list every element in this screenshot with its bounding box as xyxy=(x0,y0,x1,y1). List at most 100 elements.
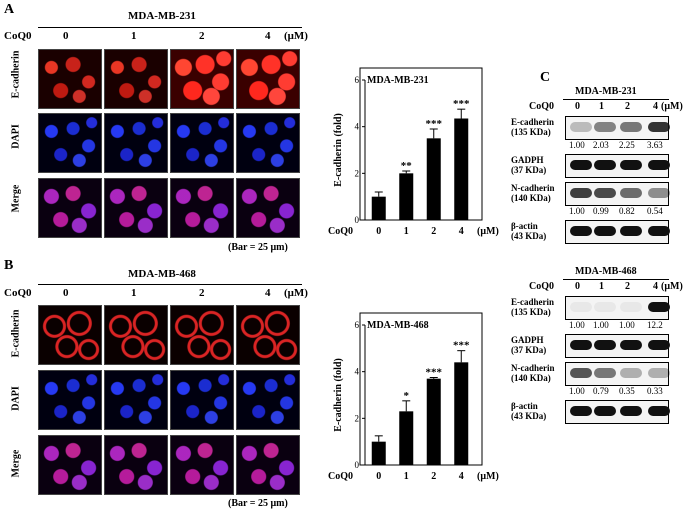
blot-top-band-2-0 xyxy=(570,188,592,198)
blot-top-dose-0: 0 xyxy=(575,101,580,112)
blot-top-cell-line: MDA-MB-231 xyxy=(575,86,637,97)
chart-a-ytick-label-2: 4 xyxy=(355,122,360,132)
panel-a-ecad-4-image xyxy=(236,49,300,109)
chart-a-sig-2: *** xyxy=(426,118,443,130)
blot-top-band-1-0 xyxy=(570,160,592,170)
panel-a-divider xyxy=(38,27,302,28)
panel-a-merge-4-image xyxy=(236,178,300,238)
panel-b-merge-4-image xyxy=(236,435,300,495)
panel-b-unit: (μM) xyxy=(284,287,308,299)
panel-b-divider xyxy=(38,284,302,285)
blot-top-value-0-0: 1.00 xyxy=(569,140,585,150)
blot-bottom-dose-3: 4 xyxy=(653,281,658,292)
panel-a-dapi-2-image xyxy=(170,113,234,173)
blot-bottom-band-3-1 xyxy=(594,406,616,416)
blot-top-band-3-0 xyxy=(570,226,592,236)
blot-bottom-dose-2: 2 xyxy=(625,281,630,292)
panel-a-merge-1-image xyxy=(104,178,168,238)
blot-bottom-strip-2 xyxy=(565,362,670,386)
blot-bottom-cell-line: MDA-MB-468 xyxy=(575,266,637,277)
blot-top-band-0-2 xyxy=(620,122,642,132)
chart-b-title: MDA-MB-468 xyxy=(367,320,429,331)
panel-b-cell-line: MDA-MB-468 xyxy=(128,268,196,280)
blot-top-strip-2 xyxy=(565,182,670,206)
blot-top-row-label-3: β-actin (43 KDa) xyxy=(511,221,567,241)
blot-top: MDA-MB-231 CoQ0 0 1 2 4 (μM) E-cadherin (135 KDa… xyxy=(505,86,685,246)
panel-b-row-merge: Merge xyxy=(10,449,22,478)
chart-b: MDA-MB-468 0 2 4 6 E-cadherin (fold) 0 * 1 *** 2 **… xyxy=(328,312,499,482)
panel-b-ecad-1-image xyxy=(104,305,168,365)
panel-b-dose-2: 2 xyxy=(199,287,205,299)
panel-b-merge-0-image xyxy=(38,435,102,495)
chart-a-bar-1 xyxy=(399,173,414,220)
blot-bottom-value-2-3: 0.33 xyxy=(647,386,663,396)
chart-b-xtick-label-2: 2 xyxy=(431,471,436,482)
chart-a-bar-0 xyxy=(371,196,386,220)
panel-b-dose-0: 0 xyxy=(63,287,69,299)
panel-a-dose-0: 0 xyxy=(63,30,69,42)
blot-top-band-2-2 xyxy=(620,188,642,198)
blot-top-dose-3: 4 xyxy=(653,101,658,112)
blot-bottom-row-name-3: β-actin xyxy=(511,401,538,411)
chart-b-xtick-label-1: 1 xyxy=(404,471,409,482)
blot-top-strip-0 xyxy=(565,116,670,140)
blot-bottom-value-2-0: 1.00 xyxy=(569,386,585,396)
blot-top-row-label-0: E-cadherin (135 KDa) xyxy=(511,117,567,137)
blot-top-band-3-1 xyxy=(594,226,616,236)
chart-a-xunit: (μM) xyxy=(477,226,499,237)
panel-b-row-ecadherin: E-cadherin xyxy=(10,309,22,358)
blot-bottom-row-label-3: β-actin (43 KDa) xyxy=(511,401,567,421)
blot-bottom-coq0-label: CoQ0 xyxy=(529,281,554,292)
chart-b-ytick-label-3: 6 xyxy=(355,320,360,330)
blot-top-value-2-2: 0.82 xyxy=(619,206,635,216)
blot-top-value-0-2: 2.25 xyxy=(619,140,635,150)
panel-b-dapi-4-image xyxy=(236,370,300,430)
blot-bottom-band-2-2 xyxy=(620,368,642,378)
blot-bottom-band-2-1 xyxy=(594,368,616,378)
chart-a-ytick-label-0: 0 xyxy=(355,215,360,225)
blot-bottom-row-kda-0: (135 KDa) xyxy=(511,307,551,317)
blot-top-row-kda-0: (135 KDa) xyxy=(511,127,551,137)
chart-b-bar-1 xyxy=(399,411,414,465)
chart-b-xtick-label-0: 0 xyxy=(376,471,381,482)
panel-a-row-ecadherin: E-cadherin xyxy=(10,50,22,99)
blot-top-row-kda-1: (37 KDa) xyxy=(511,165,547,175)
blot-top-row-label-1: GADPH (37 KDa) xyxy=(511,155,567,175)
blot-top-band-1-1 xyxy=(594,160,616,170)
blot-bottom-band-1-3 xyxy=(648,340,670,350)
chart-a-xtick-label-3: 4 xyxy=(459,226,464,237)
panel-a-row-merge: Merge xyxy=(10,184,22,213)
blot-bottom-row-kda-3: (43 KDa) xyxy=(511,411,547,421)
chart-b-ylabel: E-cadherin (fold) xyxy=(333,358,344,432)
blot-bottom-band-2-3 xyxy=(648,368,670,378)
panel-a-dose-4: 4 xyxy=(265,30,271,42)
chart-b-ytick-label-2: 4 xyxy=(355,367,360,377)
blot-bottom-row-kda-1: (37 KDa) xyxy=(511,345,547,355)
chart-a-title: MDA-MB-231 xyxy=(367,75,429,86)
panel-b-row-dapi: DAPI xyxy=(10,386,22,411)
chart-b-ytick-label-0: 0 xyxy=(355,460,360,470)
panel-a-cell-line: MDA-MB-231 xyxy=(128,10,196,22)
chart-b-ytick-label-1: 2 xyxy=(355,413,360,423)
chart-b-xunit: (μM) xyxy=(477,471,499,482)
panel-c-letter: C xyxy=(540,70,551,85)
panel-a-ecad-0-image xyxy=(38,49,102,109)
blot-top-unit: (μM) xyxy=(661,101,683,112)
chart-a-sig-1: ** xyxy=(401,160,413,172)
panel-a-merge-0-image xyxy=(38,178,102,238)
chart-a-ytick-label-1: 2 xyxy=(355,168,360,178)
blot-bottom-band-0-2 xyxy=(620,302,642,312)
blot-top-row-name-1: GADPH xyxy=(511,155,544,165)
panel-b-coq0-label: CoQ0 xyxy=(4,287,32,299)
chart-b-bar-0 xyxy=(371,441,386,465)
blot-bottom-dose-1: 1 xyxy=(599,281,604,292)
blot-bottom-value-0-2: 1.00 xyxy=(619,320,635,330)
panel-b-dapi-1-image xyxy=(104,370,168,430)
blot-top-band-3-3 xyxy=(648,226,670,236)
blot-top-band-0-1 xyxy=(594,122,616,132)
panel-b-dose-4: 4 xyxy=(265,287,271,299)
chart-a-xprefix: CoQ0 xyxy=(328,226,353,237)
blot-top-band-0-3 xyxy=(648,122,670,132)
blot-top-value-0-1: 2.03 xyxy=(593,140,609,150)
chart-a-xtick-label-1: 1 xyxy=(404,226,409,237)
